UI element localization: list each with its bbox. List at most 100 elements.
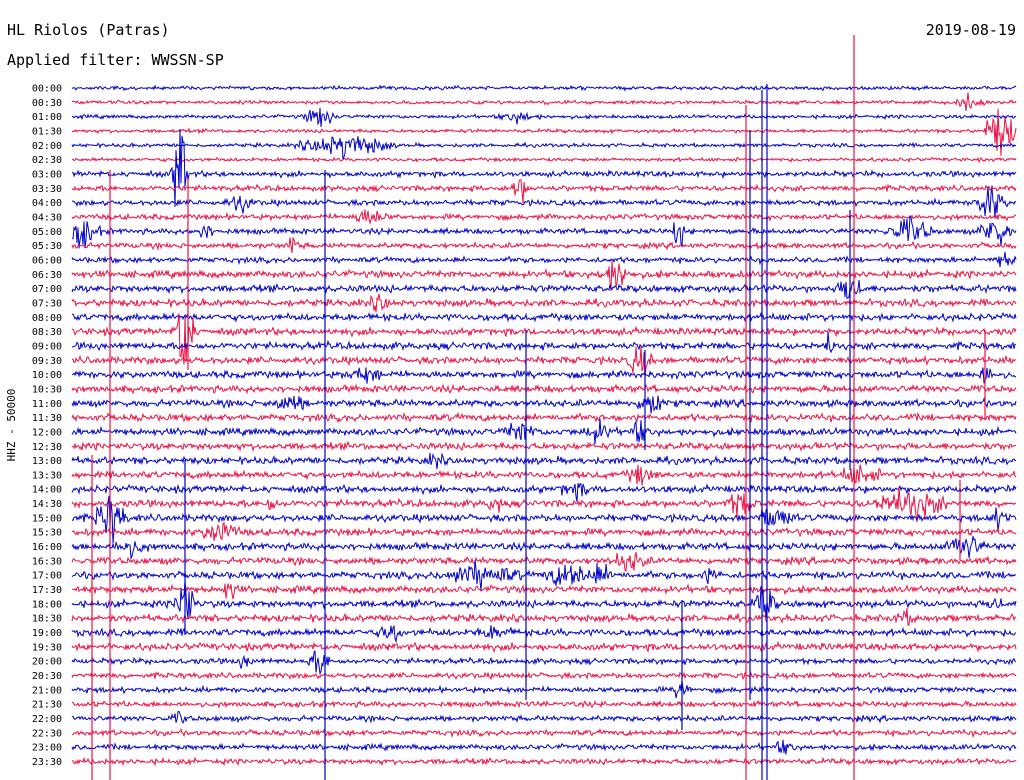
trace-line	[72, 186, 1017, 219]
trace-line	[71, 395, 1017, 414]
y-tick-label: 13:30	[32, 470, 62, 481]
y-tick-label: 23:00	[32, 743, 62, 754]
y-tick-label: 20:30	[32, 671, 62, 682]
y-tick-label: 12:00	[32, 427, 62, 438]
y-tick-label: 04:00	[32, 198, 62, 209]
y-tick-label: 11:30	[32, 413, 62, 424]
y-tick-label: 17:00	[32, 571, 62, 582]
seismic-spikes	[91, 35, 986, 780]
trace-line	[71, 710, 1017, 724]
trace-line	[71, 551, 1017, 572]
y-tick-label: 10:00	[32, 370, 62, 381]
y-tick-label: 21:30	[32, 700, 62, 711]
y-tick-label: 08:30	[32, 327, 62, 338]
trace-line	[72, 128, 1017, 208]
y-tick-label: 09:30	[32, 356, 62, 367]
y-tick-label: 20:00	[32, 657, 62, 668]
seismic-traces	[71, 84, 1017, 767]
y-tick-label: 09:00	[32, 341, 62, 352]
trace-line	[72, 345, 1017, 378]
y-tick-label: 22:30	[32, 728, 62, 739]
trace-line	[71, 92, 1017, 112]
y-tick-label: 18:00	[32, 599, 62, 610]
y-tick-labels: 00:00 00:30 01:00 01:30 02:00 02:30 03:00 03:30…	[32, 84, 62, 769]
trace-line	[71, 418, 1017, 445]
y-tick-label: 16:00	[32, 542, 62, 553]
trace-line	[71, 440, 1017, 452]
trace-line	[71, 209, 1017, 226]
y-tick-label: 23:30	[32, 757, 62, 768]
y-tick-label: 17:30	[32, 585, 62, 596]
filter-label: Applied filter: WWSSN-SP	[7, 51, 224, 69]
trace-line	[71, 251, 1017, 268]
trace-line	[71, 313, 1017, 365]
y-tick-label: 16:30	[32, 556, 62, 567]
trace-line	[71, 756, 1017, 767]
y-tick-label: 07:30	[32, 298, 62, 309]
y-tick-label: 21:00	[32, 685, 62, 696]
trace-line	[71, 640, 1017, 653]
station-title: HL Riolos (Patras)	[7, 21, 170, 39]
y-tick-label: 11:00	[32, 399, 62, 410]
y-tick-label: 10:30	[32, 384, 62, 395]
trace-line	[71, 260, 1017, 292]
trace-line	[71, 280, 1017, 300]
trace-line	[71, 607, 1017, 626]
y-tick-label: 15:30	[32, 528, 62, 539]
y-tick-label: 19:00	[32, 628, 62, 639]
trace-line	[71, 464, 1017, 486]
trace-line	[71, 482, 1017, 502]
y-tick-label: 13:00	[32, 456, 62, 467]
trace-line	[71, 311, 1017, 323]
y-axis-label: HHZ - 50000	[5, 389, 18, 462]
trace-line	[71, 367, 1017, 384]
y-tick-label: 14:00	[32, 485, 62, 496]
trace-line	[71, 671, 1017, 681]
y-tick-label: 01:00	[32, 112, 62, 123]
trace-line	[71, 84, 1017, 92]
y-tick-label: 15:00	[32, 513, 62, 524]
trace-line	[71, 136, 1017, 160]
y-tick-label: 03:30	[32, 184, 62, 195]
y-tick-label: 05:00	[32, 227, 62, 238]
trace-line	[72, 156, 1017, 164]
trace-line	[71, 293, 1017, 313]
y-tick-label: 05:30	[32, 241, 62, 252]
trace-line	[71, 108, 1017, 156]
trace-line	[71, 179, 1017, 204]
trace-line	[71, 411, 1017, 424]
y-tick-label: 03:00	[32, 169, 62, 180]
trace-line	[71, 107, 1017, 128]
date-label: 2019-08-19	[925, 21, 1016, 39]
y-tick-label: 18:30	[32, 614, 62, 625]
y-tick-label: 07:00	[32, 284, 62, 295]
y-tick-label: 08:00	[32, 313, 62, 324]
trace-line	[71, 650, 1017, 675]
trace-line	[71, 521, 1017, 541]
y-tick-label: 00:00	[32, 84, 62, 95]
y-tick-label: 22:00	[32, 714, 62, 725]
y-tick-label: 04:30	[32, 212, 62, 223]
y-tick-label: 01:30	[32, 126, 62, 137]
y-tick-label: 12:30	[32, 442, 62, 453]
y-tick-label: 02:30	[32, 155, 62, 166]
trace-line	[71, 580, 1017, 620]
y-tick-label: 00:30	[32, 98, 62, 109]
trace-line	[71, 495, 1017, 544]
y-tick-label: 06:00	[32, 255, 62, 266]
trace-line	[71, 383, 1017, 395]
trace-line	[71, 236, 1017, 254]
trace-line	[71, 485, 1017, 523]
trace-line	[71, 680, 1017, 699]
trace-line	[71, 727, 1017, 739]
trace-line	[71, 331, 1017, 354]
y-tick-label: 06:30	[32, 270, 62, 281]
trace-line	[71, 452, 1017, 470]
trace-line	[71, 624, 1017, 644]
y-tick-label: 14:30	[32, 499, 62, 510]
trace-line	[71, 215, 1017, 249]
trace-line	[71, 536, 1017, 561]
trace-line	[71, 699, 1017, 709]
trace-line	[71, 583, 1017, 600]
